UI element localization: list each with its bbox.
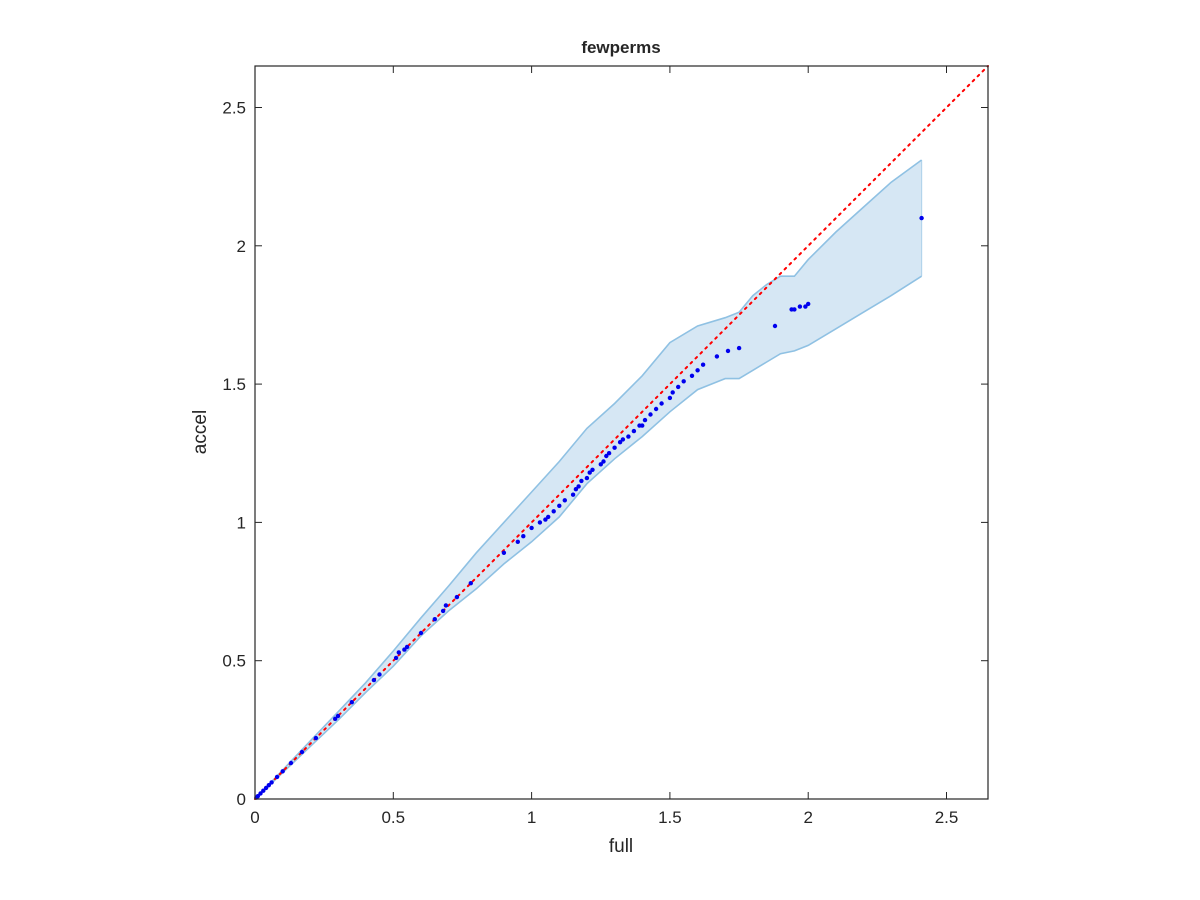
plot-frame: [254, 65, 989, 800]
band-upper-edge: [254, 159, 923, 800]
band-lower-edge: [254, 275, 923, 800]
y-tick-label: 1.5: [222, 375, 246, 394]
data-point: [274, 774, 280, 780]
x-tick-label: 0: [250, 808, 259, 827]
data-point: [620, 437, 626, 442]
data-point: [689, 373, 695, 378]
data-point: [919, 215, 924, 221]
data-point: [443, 603, 449, 608]
data-point: [590, 467, 595, 472]
data-point: [653, 406, 659, 412]
data-point: [617, 440, 623, 445]
data-point: [333, 716, 338, 721]
data-point: [676, 384, 681, 390]
data-point: [255, 794, 260, 799]
data-point: [695, 368, 700, 373]
data-points: [254, 215, 924, 800]
data-point: [396, 650, 401, 655]
data-point: [640, 423, 645, 428]
data-point: [557, 503, 562, 508]
reference-line: [254, 65, 989, 800]
data-point: [468, 581, 473, 586]
data-point: [501, 550, 507, 555]
data-point: [515, 539, 520, 544]
data-point: [626, 434, 631, 439]
data-point: [797, 304, 803, 309]
y-tick-label: 2: [237, 237, 246, 256]
data-point: [667, 395, 673, 401]
data-point: [670, 390, 675, 395]
data-point: [299, 749, 305, 755]
data-point: [573, 487, 579, 492]
data-point: [803, 304, 808, 309]
data-point: [335, 713, 341, 719]
data-point: [587, 470, 592, 475]
y-tick-label: 2.5: [222, 98, 246, 117]
data-point: [584, 475, 590, 481]
data-point: [772, 323, 778, 329]
data-point: [371, 677, 377, 683]
data-point: [806, 301, 811, 307]
data-point: [349, 700, 354, 705]
data-point: [681, 379, 686, 384]
data-point: [579, 478, 584, 484]
axis-ticks: 0 0.5 1 1.5 2 2.5 0 0.5 1 1.5 2 2.5: [222, 66, 988, 827]
x-tick-label: 2.5: [935, 808, 959, 827]
x-tick-label: 1.5: [658, 808, 682, 827]
data-point: [562, 498, 567, 503]
data-point: [266, 783, 271, 788]
data-point: [537, 520, 543, 525]
data-point: [606, 451, 612, 456]
data-point: [377, 672, 382, 677]
data-point: [612, 445, 617, 450]
data-point: [454, 594, 460, 600]
data-point: [570, 492, 576, 497]
data-point: [714, 354, 720, 359]
y-tick-label: 0.5: [222, 652, 246, 671]
data-point: [546, 514, 551, 520]
data-point: [402, 647, 407, 652]
data-point: [736, 345, 742, 351]
y-tick-label: 1: [237, 513, 246, 532]
data-point: [521, 534, 526, 539]
data-point: [432, 617, 437, 622]
data-point: [288, 760, 294, 766]
data-point: [659, 401, 664, 406]
x-axis-label: full: [609, 836, 633, 857]
data-point: [576, 484, 581, 489]
data-point: [404, 644, 410, 650]
data-point: [642, 417, 648, 423]
data-point: [313, 735, 319, 741]
x-tick-label: 0.5: [381, 808, 405, 827]
chart-title: fewperms: [581, 38, 660, 57]
data-point: [543, 517, 548, 522]
y-axis-label: accel: [190, 410, 211, 454]
data-point: [648, 412, 653, 417]
data-point: [261, 788, 266, 793]
data-point: [598, 462, 603, 467]
data-point: [280, 769, 285, 774]
x-tick-label: 1: [527, 808, 536, 827]
data-point: [393, 655, 399, 661]
data-point: [440, 608, 446, 614]
data-point: [418, 630, 424, 636]
data-point: [631, 428, 637, 434]
data-point: [725, 348, 731, 354]
data-point: [269, 780, 274, 785]
data-point: [551, 509, 556, 514]
data-point: [700, 362, 706, 367]
y-tick-label: 0: [237, 790, 246, 809]
data-point: [601, 459, 606, 464]
data-point: [258, 791, 263, 796]
data-point: [792, 307, 797, 312]
x-tick-label: 2: [803, 808, 812, 827]
data-point: [529, 525, 534, 531]
data-point: [604, 453, 609, 459]
reference-line-layer: [254, 65, 989, 800]
data-point: [263, 785, 269, 791]
